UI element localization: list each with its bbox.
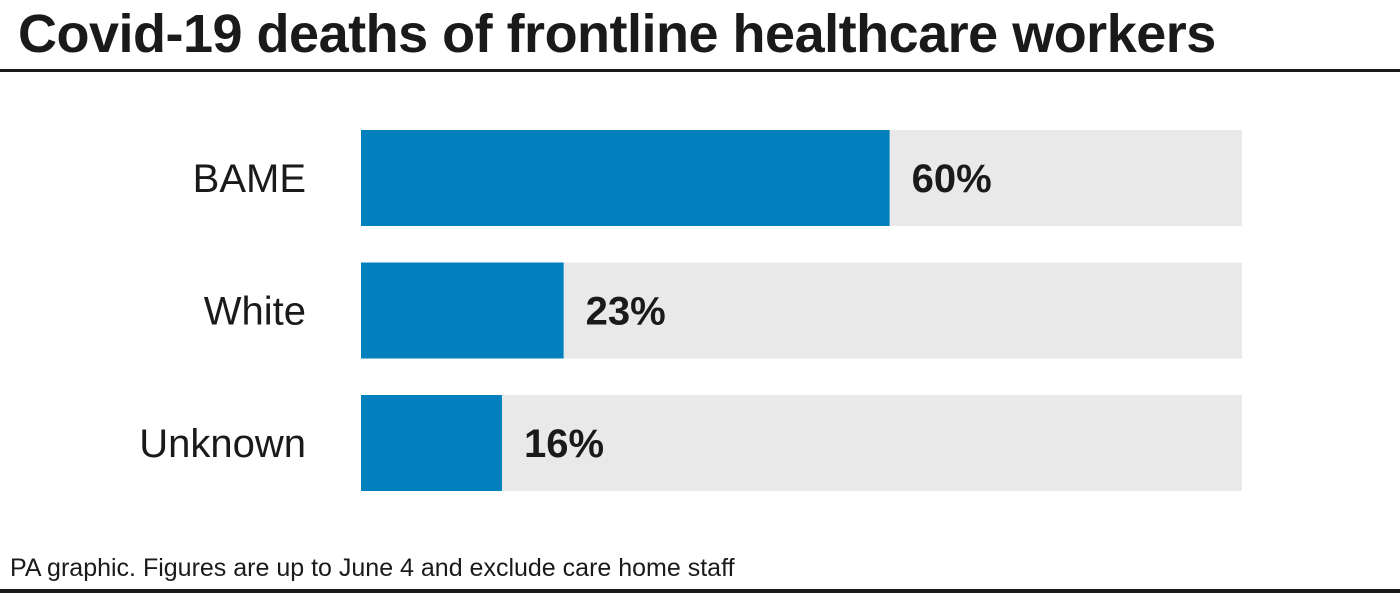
chart-title: Covid-19 deaths of frontline healthcare …	[18, 4, 1216, 64]
bar-bame	[361, 130, 890, 226]
bar-unknown	[361, 395, 502, 491]
value-label-white: 23%	[586, 290, 666, 334]
value-label-unknown: 16%	[524, 422, 604, 466]
bottom-divider	[0, 589, 1400, 593]
category-label-white: White	[204, 290, 306, 334]
value-label-bame: 60%	[912, 157, 992, 201]
category-label-unknown: Unknown	[139, 422, 306, 466]
title-divider	[0, 69, 1400, 72]
bar-track-unknown	[361, 395, 1242, 491]
source-note: PA graphic. Figures are up to June 4 and…	[10, 554, 735, 582]
bar-white	[361, 262, 564, 359]
category-label-bame: BAME	[193, 157, 306, 201]
